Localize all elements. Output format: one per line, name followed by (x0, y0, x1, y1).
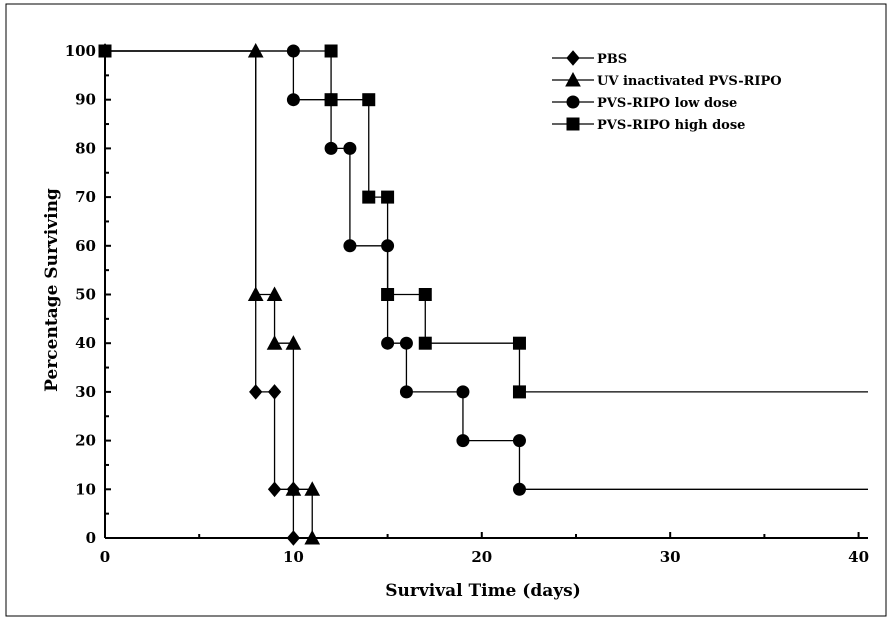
x-tick-label: 20 (471, 548, 492, 566)
data-point-square (381, 288, 395, 301)
legend-circle-icon (566, 95, 580, 109)
data-point-diamond (267, 481, 282, 498)
axes: 0 10 20 30 40 50 60 70 80 90 100 0 10 20 30 40 (65, 42, 869, 566)
data-point-square (362, 190, 376, 204)
y-tick-label: 50 (75, 286, 96, 304)
series-line (105, 50, 868, 490)
data-point-square (512, 336, 526, 350)
series-line (105, 50, 313, 538)
y-axis-title: Percentage Surviving (42, 188, 62, 392)
data-point-circle (381, 336, 395, 350)
legend-diamond-icon (566, 50, 580, 66)
x-tick-label: 40 (848, 548, 869, 566)
data-point-circle (512, 482, 526, 496)
y-tick-label: 10 (75, 480, 96, 498)
y-tick-label: 0 (86, 529, 96, 547)
data-point-circle (399, 336, 413, 350)
series-triangle (105, 42, 321, 545)
legend-label: UV inactivated PVS-RIPO (597, 74, 782, 89)
data-point-square (98, 44, 112, 58)
y-tick-label: 80 (75, 139, 96, 157)
data-point-square (324, 44, 338, 58)
data-point-triangle (266, 335, 283, 350)
data-point-circle (286, 93, 300, 107)
series-circle (105, 44, 868, 496)
data-point-square (362, 93, 376, 107)
data-point-square (418, 288, 432, 301)
data-point-circle (399, 385, 413, 399)
legend: PBS UV inactivated PVS-RIPO PVS-RIPO low d… (552, 50, 782, 133)
legend-label: PBS (597, 52, 627, 67)
data-point-triangle (304, 529, 321, 545)
x-axis-title: Survival Time (days) (385, 581, 580, 601)
data-point-square (512, 385, 526, 399)
data-point-triangle (304, 481, 321, 496)
x-tick-label: 30 (660, 548, 681, 566)
data-point-circle (324, 141, 338, 155)
legend-label: PVS-RIPO low dose (597, 96, 737, 111)
data-point-diamond (286, 530, 301, 546)
legend-label: PVS-RIPO high dose (597, 118, 745, 133)
legend-triangle-icon (565, 71, 581, 87)
data-point-triangle (285, 335, 302, 350)
x-tick-label: 10 (283, 548, 304, 566)
y-tick-label: 60 (75, 237, 96, 255)
data-point-triangle (247, 286, 264, 301)
data-point-circle (456, 434, 470, 448)
data-point-circle (343, 141, 357, 155)
y-tick-label: 20 (75, 432, 96, 450)
data-point-square (324, 93, 338, 107)
series-layer (98, 42, 868, 546)
data-point-diamond (249, 384, 263, 400)
data-point-triangle (266, 286, 283, 301)
series-line (105, 50, 868, 393)
y-tick-label: 100 (65, 42, 96, 60)
y-tick-label: 40 (75, 334, 96, 352)
y-tick-label: 30 (75, 383, 96, 401)
chart-border (5, 3, 887, 617)
data-point-circle (512, 434, 526, 448)
series-square (98, 44, 868, 399)
y-tick-label: 70 (75, 188, 96, 206)
data-point-circle (456, 385, 470, 399)
data-point-square (381, 190, 395, 204)
data-point-square (418, 336, 432, 350)
x-tick-label: 0 (100, 548, 110, 566)
data-point-diamond (267, 384, 282, 400)
data-point-triangle (285, 481, 302, 496)
y-tick-label: 90 (75, 91, 96, 109)
legend-square-icon (566, 117, 580, 131)
data-point-circle (343, 239, 357, 253)
